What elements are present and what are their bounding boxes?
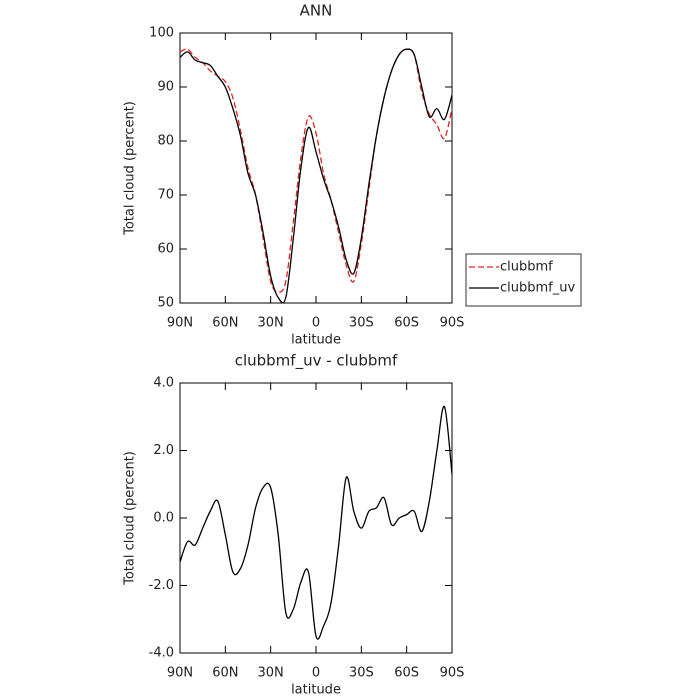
y-tick-label: 50 <box>157 296 174 311</box>
y-tick-label: 0.0 <box>153 511 174 526</box>
plot-frame <box>179 32 453 304</box>
y-axis-label: Total cloud (percent) <box>123 101 138 236</box>
x-tick-label: 90N <box>167 666 193 681</box>
x-tick-label: 0 <box>312 666 320 681</box>
x-tick-label: 90S <box>440 666 465 681</box>
x-tick-label: 0 <box>312 316 320 331</box>
y-tick-label: 90 <box>157 80 174 95</box>
y-tick-label: 4.0 <box>153 376 174 391</box>
y-tick-label: -2.0 <box>149 578 174 593</box>
y-axis-label: Total cloud (percent) <box>123 451 138 586</box>
series-line <box>179 405 453 640</box>
series-line <box>179 48 453 293</box>
x-tick-label: 60S <box>394 316 419 331</box>
x-tick-label: 90S <box>440 316 465 331</box>
x-axis-label: latitude <box>291 683 341 698</box>
legend-label: clubbmf <box>500 260 553 275</box>
plot-frame <box>179 382 453 654</box>
y-tick-label: 2.0 <box>153 443 174 458</box>
x-tick-label: 30S <box>349 666 374 681</box>
x-tick-label: 60N <box>212 666 238 681</box>
y-tick-label: 60 <box>157 242 174 257</box>
chart-title: ANN <box>300 2 333 20</box>
y-tick-label: -4.0 <box>149 646 174 661</box>
x-tick-label: 90N <box>167 316 193 331</box>
y-tick-label: 80 <box>157 134 174 149</box>
x-tick-label: 30S <box>349 316 374 331</box>
series-line <box>179 48 453 304</box>
legend-label: clubbmf_uv <box>500 281 575 296</box>
legend-box <box>465 253 582 307</box>
x-tick-label: 60N <box>212 316 238 331</box>
chart-title: clubbmf_uv - clubbmf <box>235 352 398 371</box>
x-tick-label: 30N <box>258 316 284 331</box>
y-tick-label: 70 <box>157 188 174 203</box>
x-tick-label: 60S <box>394 666 419 681</box>
x-axis-label: latitude <box>291 333 341 348</box>
y-tick-label: 100 <box>149 26 174 41</box>
x-tick-label: 30N <box>258 666 284 681</box>
